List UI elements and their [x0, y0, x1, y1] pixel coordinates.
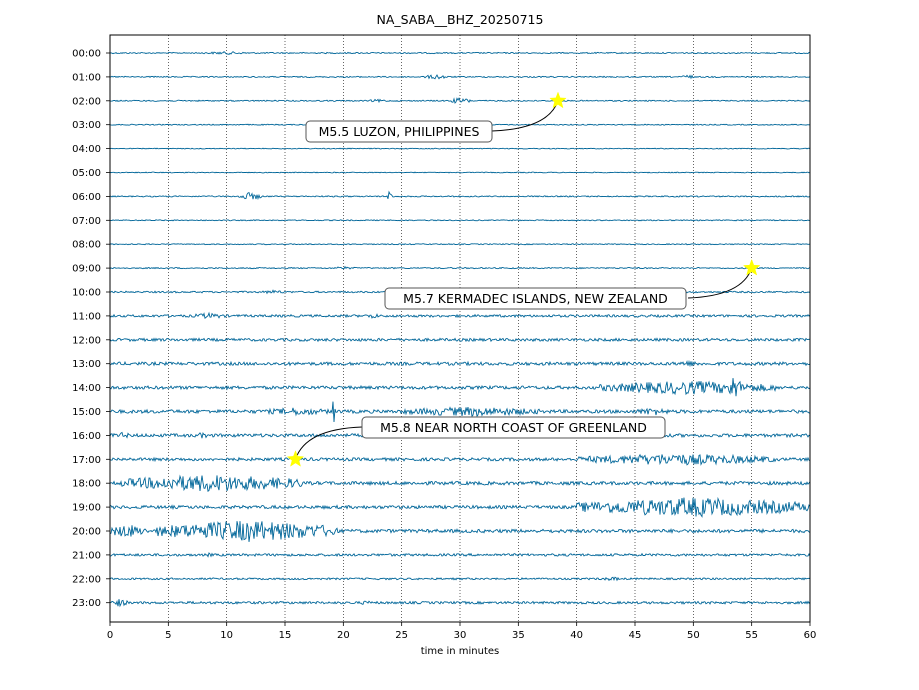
- annotation-label: M5.8 NEAR NORTH COAST OF GREENLAND: [380, 420, 647, 435]
- x-tick-label: 0: [107, 630, 113, 641]
- trace-line: [109, 359, 811, 368]
- annotation-box: [384, 287, 687, 310]
- trace-line: [110, 552, 811, 558]
- y-tick-label: 18:00: [72, 479, 101, 490]
- trace-line: [110, 401, 811, 423]
- y-tick-label: 11:00: [72, 311, 101, 322]
- event-star-marker: [742, 258, 761, 276]
- x-tick-label: 40: [570, 630, 583, 641]
- event-star-marker: [549, 91, 567, 109]
- y-tick-label: 06:00: [72, 192, 101, 203]
- y-tick-labels: 00:00 01:00 02:00 03:00 04:00 05:00 06:00 07:00…: [72, 49, 110, 609]
- x-tick-label: 50: [687, 630, 700, 641]
- annotation-box: [305, 120, 493, 143]
- annotation-label: M5.7 KERMADEC ISLANDS, NEW ZEALAND: [403, 291, 668, 306]
- trace-rows: [109, 50, 811, 608]
- x-tick-label: 10: [220, 630, 233, 641]
- y-tick-label: 02:00: [72, 96, 101, 107]
- y-tick-label: 05:00: [72, 168, 101, 179]
- y-tick-label: 17:00: [72, 455, 101, 466]
- y-tick-label: 01:00: [72, 72, 101, 83]
- trace-line: [109, 147, 811, 150]
- trace-line: [109, 265, 811, 270]
- y-tick-label: 19:00: [72, 503, 101, 514]
- annotation-connector: [687, 267, 753, 299]
- y-tick-label: 22:00: [72, 574, 101, 585]
- y-tick-label: 13:00: [72, 359, 101, 370]
- trace-line: [109, 378, 811, 397]
- y-tick-label: 08:00: [72, 240, 101, 251]
- trace-line: [110, 74, 811, 80]
- y-tick-label: 03:00: [72, 120, 101, 131]
- trace-line: [109, 219, 810, 222]
- x-tick-label: 35: [512, 630, 525, 641]
- y-tick-label: 09:00: [72, 264, 101, 275]
- trace-line: [109, 311, 811, 320]
- trace-line: [109, 453, 811, 466]
- y-tick-label: 21:00: [72, 550, 101, 561]
- x-tick-label: 20: [337, 630, 350, 641]
- trace-line: [110, 97, 811, 104]
- trace-line: [109, 171, 811, 174]
- y-tick-label: 10:00: [72, 288, 101, 299]
- trace-line: [109, 474, 811, 492]
- x-tick-label: 15: [279, 630, 292, 641]
- trace-line: [109, 337, 811, 343]
- x-tick-label: 25: [395, 630, 408, 641]
- annotation-connector: [491, 100, 559, 132]
- trace-line: [109, 243, 810, 246]
- y-tick-label: 04:00: [72, 144, 101, 155]
- trace-line: [109, 190, 811, 201]
- y-tick-label: 16:00: [72, 431, 101, 442]
- event-star-marker: [286, 450, 305, 467]
- annotation-box: [361, 416, 666, 439]
- trace-line: [109, 496, 811, 518]
- y-tick-label: 12:00: [72, 335, 101, 346]
- y-tick-label: 07:00: [72, 216, 101, 227]
- plot-frame: [109, 34, 811, 623]
- x-axis-label: time in minutes: [421, 646, 500, 657]
- x-tick-label: 30: [454, 630, 467, 641]
- x-tick-label: 60: [804, 630, 817, 641]
- y-tick-label: 14:00: [72, 383, 101, 394]
- y-tick-label: 15:00: [72, 407, 101, 418]
- chart-title: NA_SABA__BHZ_20250715: [377, 12, 544, 27]
- trace-line: [109, 576, 811, 582]
- x-tick-label: 45: [629, 630, 642, 641]
- trace-line: [109, 521, 811, 542]
- x-tick-labels: 0 5 10 15 20 25 30 35 40 45 50 55 60: [107, 622, 817, 641]
- y-tick-label: 20:00: [72, 527, 101, 538]
- annotation-connector: [295, 426, 363, 460]
- x-tick-label: 55: [745, 630, 758, 641]
- trace-line: [109, 50, 810, 55]
- annotation-label: M5.5 LUZON, PHILIPPINES: [319, 124, 480, 139]
- y-tick-label: 23:00: [72, 598, 101, 609]
- trace-line: [109, 599, 811, 608]
- event-annotations: M5.5 LUZON, PHILIPPINES M5.7 KERMADEC ISL…: [286, 91, 761, 467]
- y-tick-label: 00:00: [72, 49, 101, 60]
- x-tick-label: 5: [165, 630, 171, 641]
